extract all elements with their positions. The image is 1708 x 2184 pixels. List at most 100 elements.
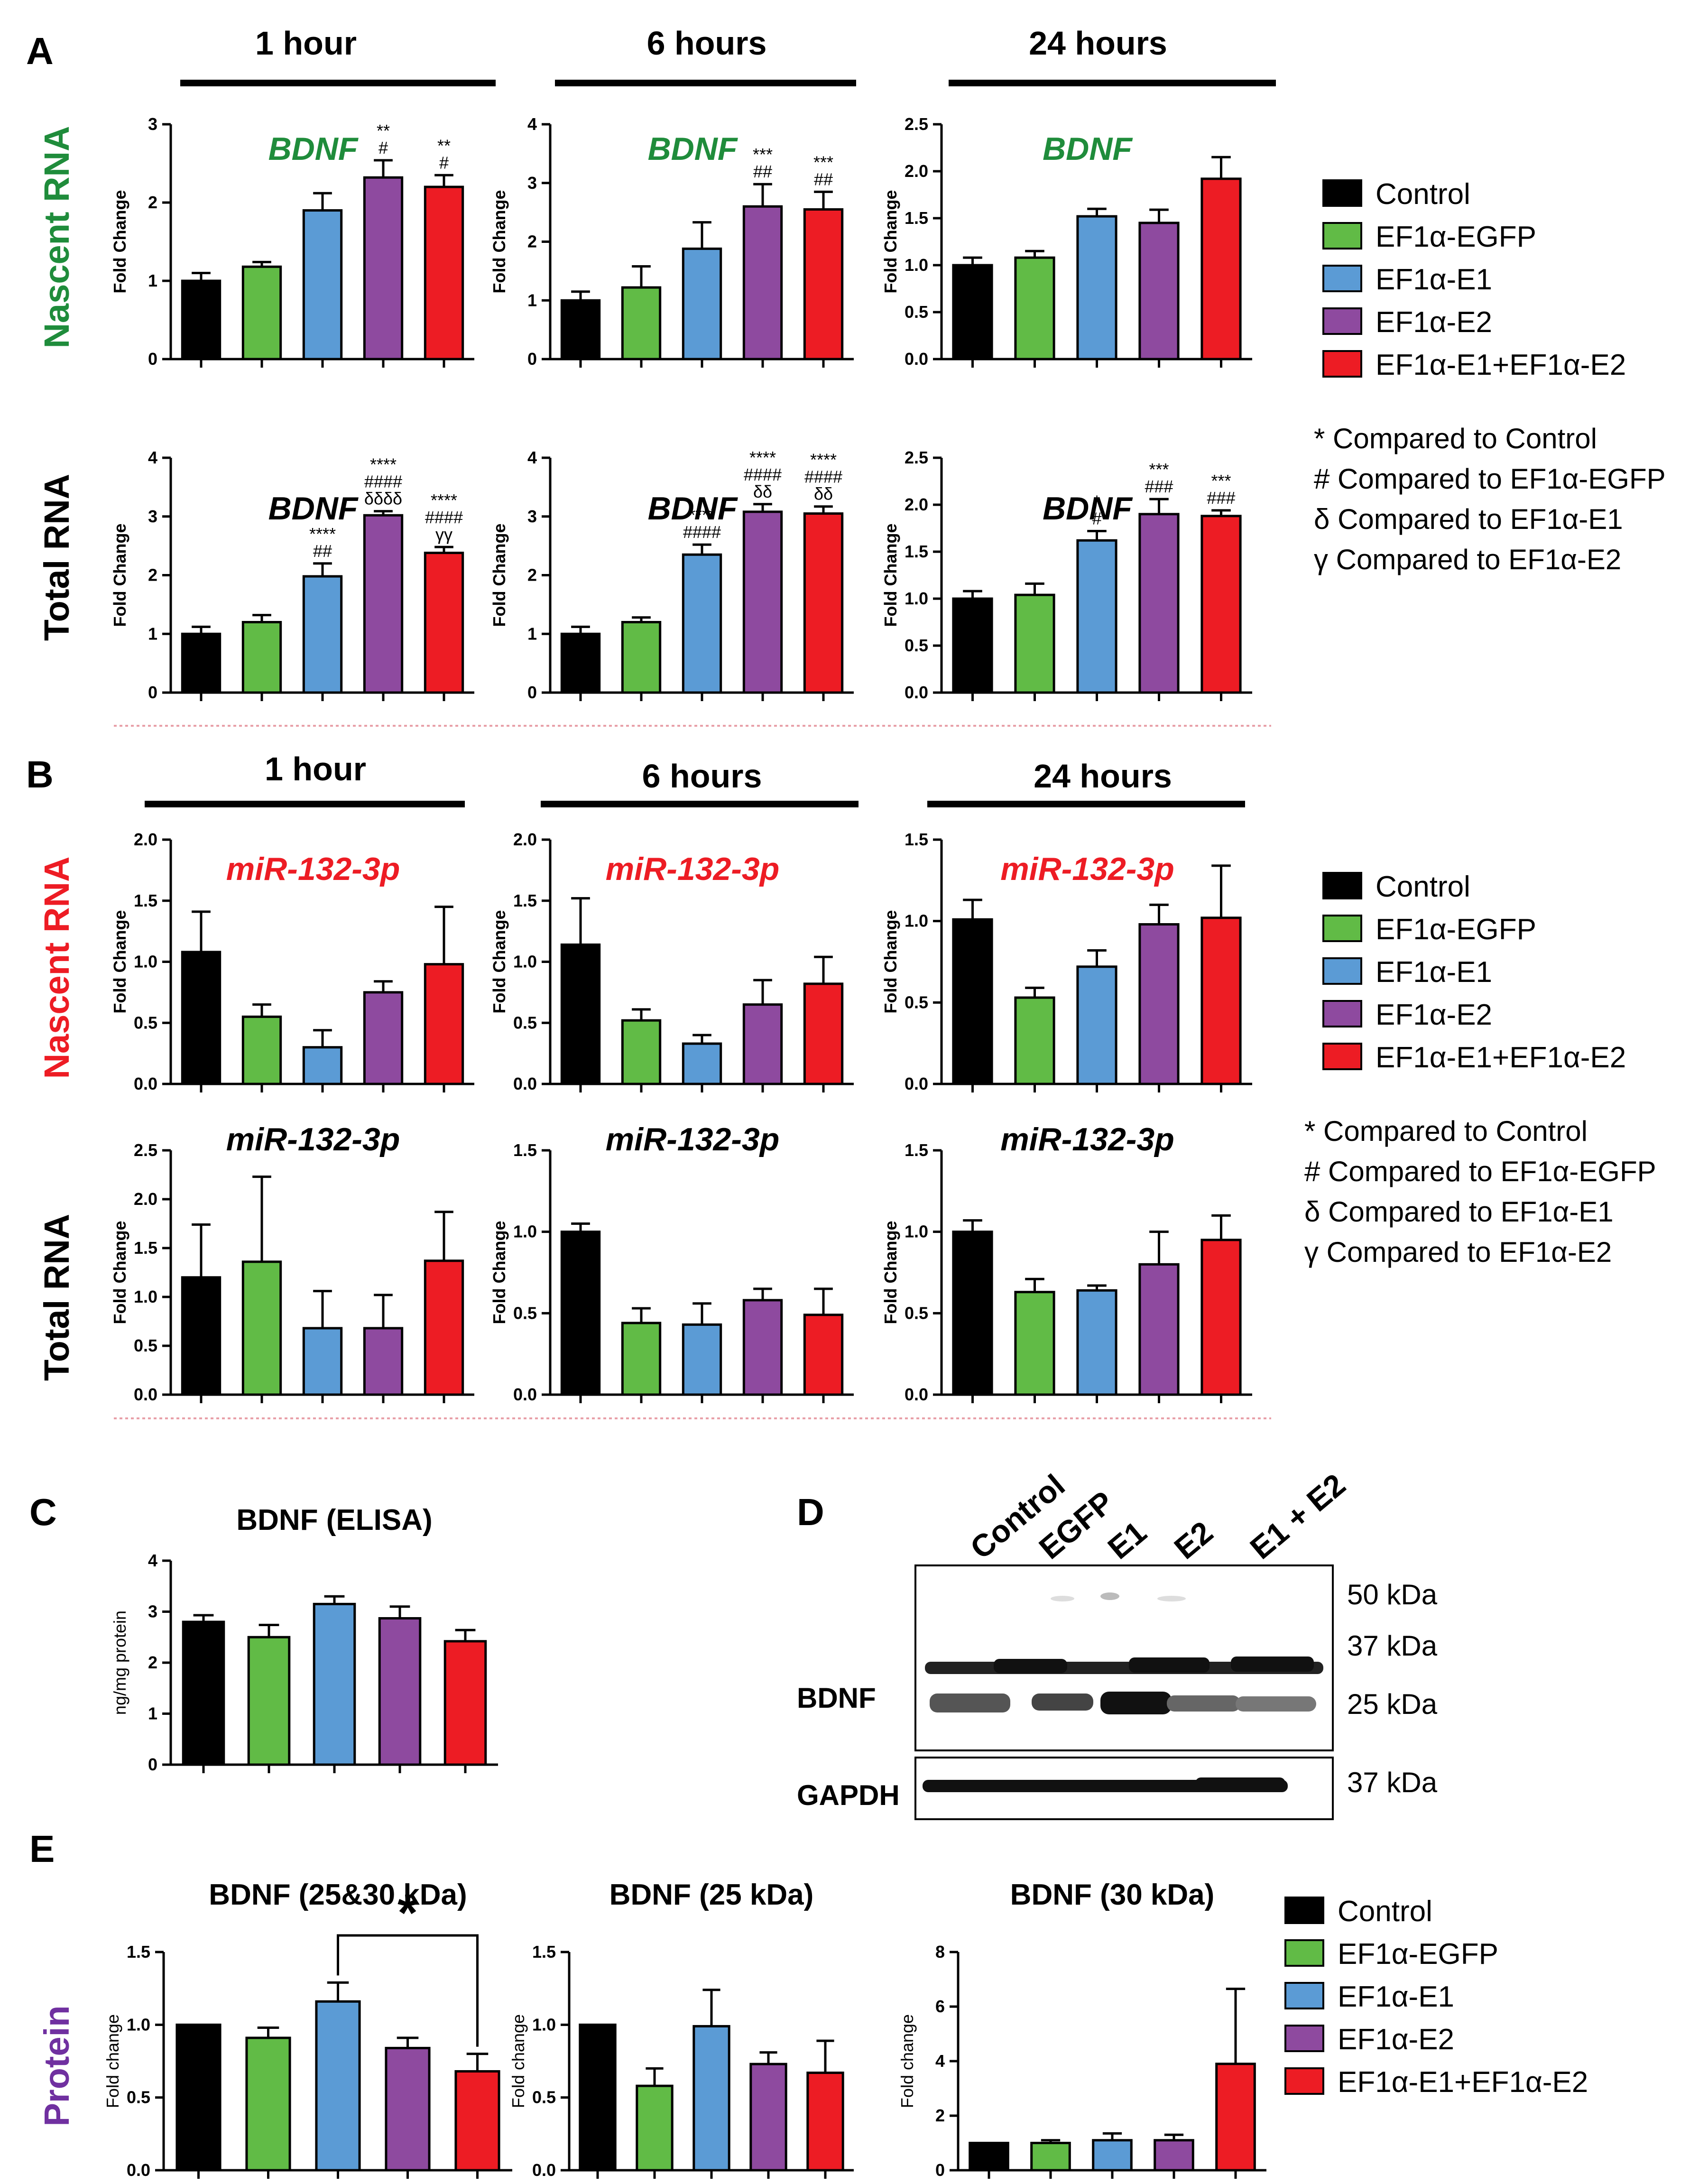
y-tick-label: 2.0 [905,161,928,181]
bar-4 [749,2063,787,2172]
bar-4 [363,176,404,361]
y-tick-label: 3 [148,1602,157,1621]
svg-text:24 hours: 24 hours [1034,758,1172,795]
legend-a: Control EF1α-EGFP EF1α-E1 EF1α-E2 EF1α-E1+EF… [1322,178,1626,381]
svg-text:* Compared to Control: * Compared to Control [1304,1115,1588,1147]
y-tick-label: 1 [527,624,537,643]
significance-label: **** [370,455,397,474]
legend-b: Control EF1α-EGFP EF1α-E1 EF1α-E2 EF1α-E1+EF… [1322,870,1626,1074]
significance-label: # [1092,509,1101,528]
y-tick-label: 4 [148,448,157,467]
time-header-b-1h: 1 hour [145,750,465,807]
marker-50kda: 50 kDa [1347,1579,1438,1610]
y-axis-label: Fold change [897,2014,917,2108]
significance-label: γγ [435,525,452,544]
bar-2 [241,621,282,694]
y-tick-label: 1 [148,271,157,290]
blot-row-label-gapdh: GAPDH [797,1779,900,1811]
bar-5 [1200,515,1242,694]
legend-label: EF1α-E1+EF1α-E2 [1376,1041,1626,1074]
panel-letter-c: C [29,1491,57,1533]
y-tick-label: 1.5 [134,891,157,910]
svg-text:1 hour: 1 hour [265,750,366,787]
bar-5 [1200,916,1242,1085]
chart-a3: 0.0 0.5 1.0 1.5 2.0 2.5 Fold Change BDNF [881,114,1252,369]
y-tick-label: 1 [527,290,537,310]
y-tick-label: 4 [527,114,537,134]
bar-3 [302,1327,343,1396]
bar-2 [241,1015,282,1085]
chart-title: BDNF [268,490,359,527]
y-tick-label: 1.5 [134,1238,157,1258]
row-label-a-nascent: Nascent RNA [37,126,76,349]
y-tick-label: 0 [148,349,157,369]
bar-1 [952,918,993,1085]
y-tick-label: 2 [148,193,157,212]
bar-3 [1092,2139,1133,2172]
bar-2 [1014,593,1055,694]
bar-2 [621,286,662,361]
chart-title: miR-132-3p [606,851,780,887]
bar-3 [1076,539,1117,694]
bar-3 [313,1602,356,1766]
y-tick-label: 1 [148,1704,157,1723]
y-tick-label: 1.0 [905,589,928,608]
bar-4 [1138,222,1180,361]
bar-1 [560,1231,601,1396]
bar-1 [952,597,993,694]
bar-4 [378,1617,422,1766]
bar-2 [247,1636,291,1766]
western-lane-labels: Control EGFP E1 E2 E1 + E2 [963,1467,1352,1566]
y-axis-label: ng/mg protein [110,1610,129,1715]
bar-3 [315,2000,361,2172]
significance-label: *** [813,152,833,172]
bar-3 [1076,965,1117,1085]
y-tick-label: 2.0 [513,830,537,849]
significance-label: *** [1211,471,1231,490]
y-tick-label: 0.5 [127,2088,150,2107]
row-label-b-total: Total RNA [37,1214,76,1381]
y-axis-label: Fold Change [489,524,509,627]
bar-1 [560,632,601,694]
panel-letter-d: D [797,1491,824,1533]
bar-5 [803,982,844,1085]
legend-swatch [1284,1982,1324,2009]
y-tick-label: 1.5 [905,830,928,849]
chart-title: BDNF [1043,490,1133,527]
legend-notes-a: * Compared to Control # Compared to EF1α… [1314,423,1666,575]
svg-text:γ Compared to EF1α-E2: γ Compared to EF1α-E2 [1304,1236,1612,1268]
y-tick-label: 0 [527,349,537,369]
svg-text:* Compared to Control: * Compared to Control [1314,423,1597,454]
y-tick-label: 0.5 [513,1303,537,1323]
bar-5 [803,208,844,361]
panel-letter-e: E [29,1828,55,1870]
western-blot: Control EGFP E1 E2 E1 + E2 BDNF GAP [797,1467,1438,1820]
bar-1 [181,632,222,694]
significance-label: #### [804,467,842,487]
y-tick-label: 1.5 [127,1942,150,1962]
bar-3 [682,247,722,361]
y-tick-label: 0.5 [513,1013,537,1032]
bar-1 [181,951,222,1085]
y-axis-label: Fold Change [489,190,509,294]
legend-swatch [1322,915,1362,942]
y-axis-label: Fold Change [110,190,129,294]
legend-notes-b: * Compared to Control # Compared to EF1α… [1304,1115,1656,1268]
chart-b4: 0.0 0.5 1.0 1.5 2.0 2.5 Fold Change miR-132-3p [110,1121,474,1404]
y-tick-label: 0.5 [134,1336,157,1355]
y-tick-label: 0 [527,683,537,702]
y-tick-label: 2 [527,232,537,251]
significance-label: **** [309,524,336,544]
blot-row-label-bdnf: BDNF [797,1682,876,1714]
bar-2 [621,1019,662,1085]
legend-swatch [1322,307,1362,335]
bar-1 [560,943,601,1085]
chart-title: miR-132-3p [226,851,400,887]
y-tick-label: 1 [148,624,157,643]
significance-label: δδ [814,484,833,504]
y-tick-label: 3 [527,507,537,526]
legend-label: EF1α-E2 [1376,306,1492,339]
